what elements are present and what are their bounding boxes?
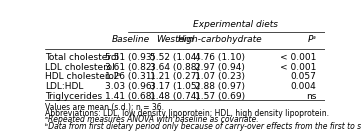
Text: 5.52 (1.04): 5.52 (1.04) <box>150 53 200 62</box>
Text: 1.41 (0.68): 1.41 (0.68) <box>105 92 156 101</box>
Text: LDL:HDL: LDL:HDL <box>45 82 83 91</box>
Text: Total cholesterol: Total cholesterol <box>45 53 119 62</box>
Text: Values are mean (s.d.); n = 36.: Values are mean (s.d.); n = 36. <box>45 102 164 111</box>
Text: 1.57 (0.69): 1.57 (0.69) <box>195 92 245 101</box>
Text: 1.07 (0.23): 1.07 (0.23) <box>195 72 245 81</box>
Text: 4.76 (1.10): 4.76 (1.10) <box>195 53 245 62</box>
Text: Experimental diets: Experimental diets <box>193 20 278 29</box>
Text: 1.21 (0.27): 1.21 (0.27) <box>150 72 200 81</box>
Text: Pᵃ: Pᵃ <box>308 35 317 44</box>
Text: < 0.001: < 0.001 <box>280 63 317 72</box>
Text: < 0.001: < 0.001 <box>280 53 317 62</box>
Text: 2.97 (0.94): 2.97 (0.94) <box>195 63 245 72</box>
Text: 5.51 (0.93): 5.51 (0.93) <box>105 53 156 62</box>
Text: 3.03 (0.96): 3.03 (0.96) <box>105 82 156 91</box>
Text: 3.64 (0.88): 3.64 (0.88) <box>150 63 200 72</box>
Text: HDL cholesterolᵇ: HDL cholesterolᵇ <box>45 72 121 81</box>
Text: ns: ns <box>306 92 317 101</box>
Text: Baseline: Baseline <box>112 35 149 44</box>
Text: ᵃRepeated measures ANOVA with baseline as covariate.: ᵃRepeated measures ANOVA with baseline a… <box>45 116 259 124</box>
Text: 3.61 (0.82): 3.61 (0.82) <box>105 63 156 72</box>
Text: Triglycerides: Triglycerides <box>45 92 102 101</box>
Text: 0.057: 0.057 <box>291 72 317 81</box>
Text: ᵇData from first dietary period only because of carry-over effects from the firs: ᵇData from first dietary period only bec… <box>45 122 361 131</box>
Text: High-carbohydrate: High-carbohydrate <box>178 35 262 44</box>
Text: 1.26 (0.31): 1.26 (0.31) <box>105 72 156 81</box>
Text: 3.17 (1.05): 3.17 (1.05) <box>150 82 200 91</box>
Text: 2.88 (0.97): 2.88 (0.97) <box>195 82 245 91</box>
Text: Abbreviations: LDL, low density lipoprotein; HDL, high density lipoprotein.: Abbreviations: LDL, low density lipoprot… <box>45 109 329 118</box>
Text: 0.004: 0.004 <box>291 82 317 91</box>
Text: 1.48 (0.74): 1.48 (0.74) <box>150 92 200 101</box>
Text: Western: Western <box>156 35 194 44</box>
Text: LDL cholesterol: LDL cholesterol <box>45 63 115 72</box>
